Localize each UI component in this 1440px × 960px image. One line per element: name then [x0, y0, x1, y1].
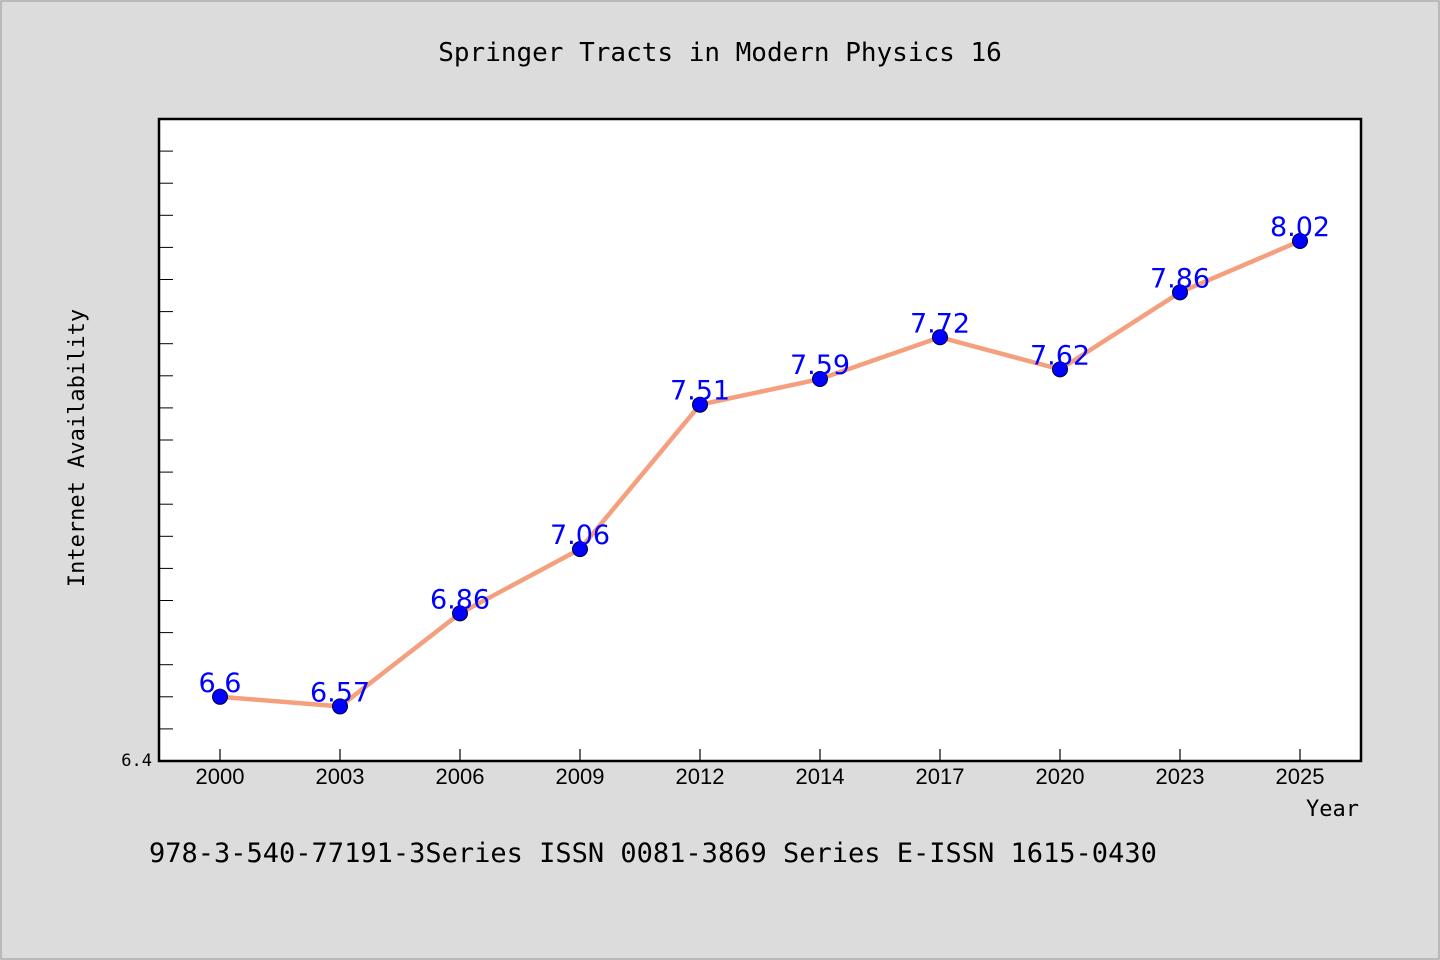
data-point — [1172, 284, 1188, 301]
x-axis-label: Year — [1306, 797, 1359, 822]
data-point — [1052, 361, 1068, 378]
x-tick-label: 2023 — [1156, 764, 1205, 789]
x-axis-tick-labels: 2000 2003 2006 2009 2012 2014 2017 2020 2023 2025 — [196, 764, 1325, 789]
data-point — [332, 698, 348, 715]
x-tick-label: 2009 — [556, 764, 605, 789]
x-tick-label: 2025 — [1276, 764, 1325, 789]
chart-title: Springer Tracts in Modern Physics 16 — [438, 38, 1002, 68]
data-point — [812, 371, 828, 388]
x-tick-label: 2017 — [916, 764, 965, 789]
data-label: 6.6 — [199, 668, 242, 699]
data-label: 7.62 — [1030, 340, 1090, 371]
data-point — [452, 605, 468, 622]
data-label: 7.06 — [550, 520, 610, 551]
data-point — [932, 329, 948, 346]
x-tick-label: 2012 — [676, 764, 725, 789]
data-label: 7.72 — [910, 308, 970, 339]
footer-isbn-text: 978-3-540-77191-3Series ISSN 0081-3869 S… — [149, 838, 1157, 869]
data-label: 7.86 — [1150, 263, 1210, 294]
x-tick-label: 2000 — [196, 764, 245, 789]
data-markers — [212, 232, 1308, 715]
data-label: 6.57 — [310, 677, 370, 708]
data-point — [212, 688, 228, 705]
plot-area — [157, 117, 1363, 763]
data-point — [692, 396, 708, 413]
x-axis-ticks — [219, 749, 1301, 761]
y-axis-label: Internet Availability — [65, 309, 90, 587]
y-axis-min-label: 6.4 — [121, 751, 152, 771]
data-label: 7.51 — [670, 376, 730, 407]
x-tick-label: 2014 — [796, 764, 845, 789]
data-labels: 6.6 6.57 6.86 7.06 7.51 7.59 7.72 7.62 7.86 8.02 — [199, 212, 1331, 708]
x-tick-label: 2006 — [436, 764, 485, 789]
data-label: 7.59 — [790, 350, 850, 381]
y-axis-ticks — [159, 150, 173, 730]
data-label: 6.86 — [430, 584, 490, 615]
x-tick-label: 2020 — [1036, 764, 1085, 789]
x-tick-label: 2003 — [316, 764, 365, 789]
data-point — [1292, 232, 1308, 249]
data-point — [572, 541, 588, 558]
data-label: 8.02 — [1270, 212, 1330, 243]
series-line — [217, 238, 1303, 709]
